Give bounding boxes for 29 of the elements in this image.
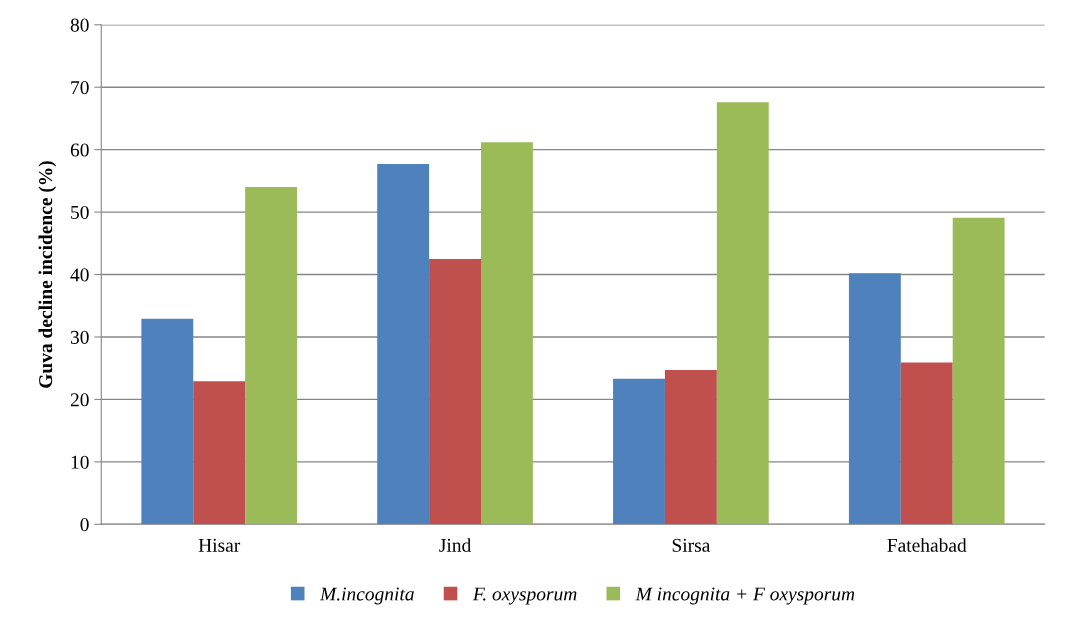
bar	[664, 370, 717, 525]
y-tick-label: 10	[71, 455, 89, 469]
legend-label: M.incognita	[319, 587, 414, 605]
y-tick-label: 50	[71, 205, 89, 220]
x-tick-label: Sirsa	[672, 538, 711, 552]
bar	[952, 217, 1005, 525]
x-tick-label: Jind	[439, 538, 472, 552]
y-axis-title: Guva decline incidence (%)	[38, 161, 57, 388]
bar	[141, 318, 194, 525]
y-tick-label: 0	[80, 518, 89, 532]
bar	[245, 187, 298, 525]
bar	[480, 142, 533, 525]
legend-label: F. oxysporum	[472, 587, 577, 605]
bar	[848, 273, 901, 525]
x-tick-label: Fatehabad	[887, 538, 967, 552]
y-tick-label: 40	[70, 268, 89, 282]
bar	[900, 362, 953, 525]
x-tick-label: Hisar	[198, 538, 241, 552]
bar	[193, 381, 246, 525]
legend-label: M incognita + F oxysporum	[635, 587, 855, 605]
bar	[377, 164, 430, 525]
y-tick-label: 30	[70, 330, 89, 344]
y-tick-label: 70	[71, 81, 89, 95]
bar	[429, 258, 481, 525]
y-tick-label: 60	[70, 143, 89, 157]
bar	[613, 378, 665, 525]
bar	[716, 102, 769, 525]
y-tick-label: 80	[70, 18, 89, 32]
y-tick-label: 20	[70, 393, 89, 407]
